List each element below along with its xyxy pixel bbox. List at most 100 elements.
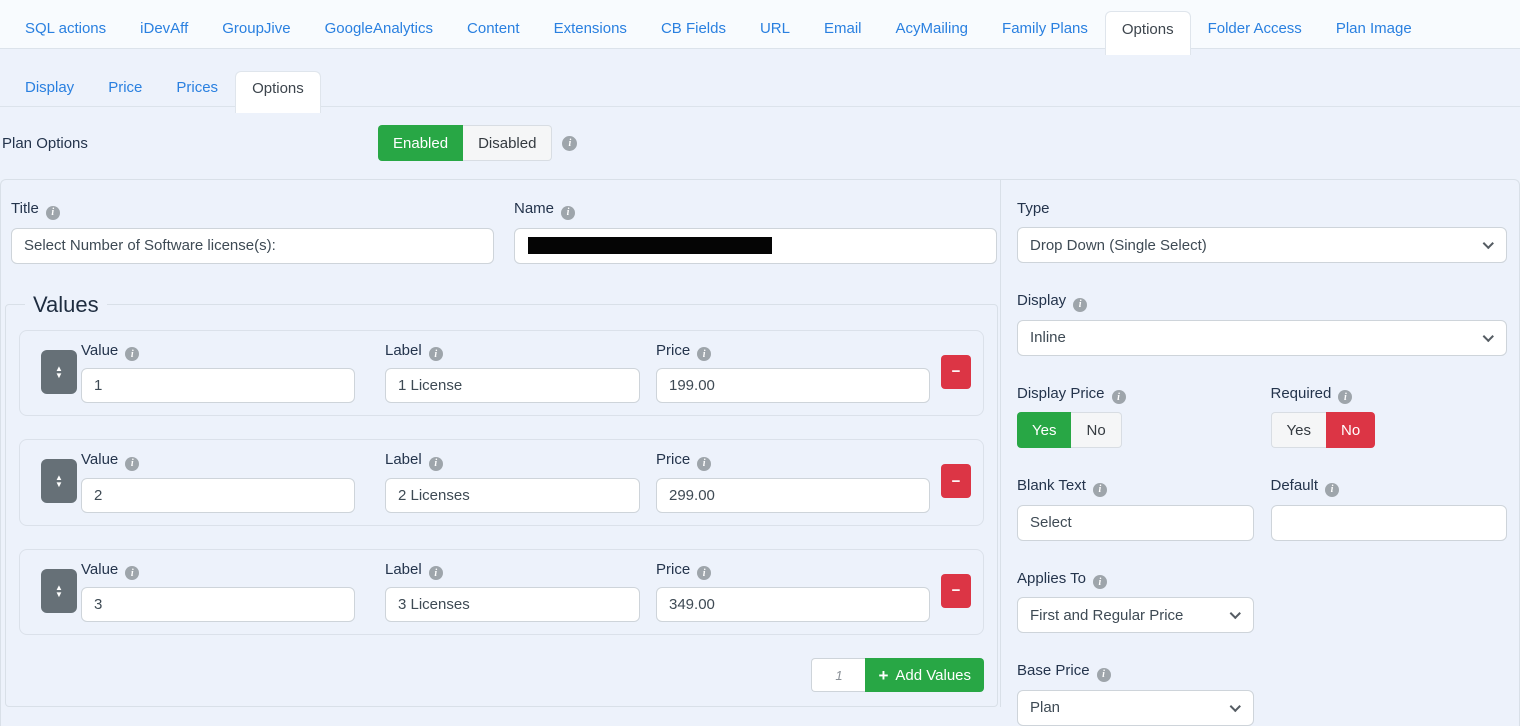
display-price-toggle: Yes No	[1017, 412, 1122, 448]
applies-to-select[interactable]: First and Regular Price	[1017, 597, 1254, 633]
disabled-button[interactable]: Disabled	[463, 125, 553, 161]
value-input[interactable]	[81, 368, 355, 403]
label-input[interactable]	[385, 477, 640, 513]
blank-text-label: Blank Text i	[1017, 476, 1254, 497]
tab-acymailing[interactable]: AcyMailing	[895, 20, 969, 37]
info-icon[interactable]: i	[1073, 297, 1088, 312]
base-price-select[interactable]: Plan	[1017, 689, 1254, 726]
tab-idevaff[interactable]: iDevAff	[140, 20, 189, 37]
tab-email[interactable]: Email	[823, 20, 862, 37]
display-select[interactable]: Inline	[1017, 319, 1507, 356]
value-input[interactable]	[81, 587, 355, 622]
type-field-group: Type Drop Down (Single Select)	[1017, 199, 1507, 263]
type-select[interactable]: Drop Down (Single Select)	[1017, 227, 1507, 263]
required-no-button[interactable]: No	[1325, 412, 1376, 448]
info-icon[interactable]: i	[1338, 390, 1353, 404]
subtab-display[interactable]: Display	[25, 79, 75, 96]
info-icon[interactable]: i	[428, 566, 443, 580]
label-label: Label i	[385, 560, 640, 580]
add-values-group: +Add Values	[19, 658, 984, 692]
info-icon[interactable]: i	[428, 347, 443, 361]
price-input[interactable]	[656, 477, 930, 513]
name-redaction	[528, 237, 772, 254]
tab-folder-access[interactable]: Folder Access	[1207, 20, 1302, 37]
sub-tab-bar: Display Price Prices Options	[0, 67, 1520, 113]
drag-handle[interactable]: ▲ ▼	[41, 349, 77, 394]
display-price-field-group: Display Price i Yes No	[1017, 384, 1254, 448]
applies-to-field-group: Applies To i First and Regular Price	[1017, 569, 1254, 633]
base-price-label: Base Price i	[1017, 661, 1254, 682]
sort-down-icon: ▼	[55, 480, 63, 490]
display-price-no-button[interactable]: No	[1071, 412, 1122, 448]
main-tab-bar: SQL actions iDevAff GroupJive GoogleAnal…	[0, 0, 1520, 55]
type-label: Type	[1017, 200, 1050, 217]
info-icon[interactable]: i	[125, 347, 140, 361]
price-field-group: Price i	[656, 560, 930, 622]
required-label: Required i	[1271, 384, 1508, 404]
info-icon[interactable]: i	[1111, 390, 1126, 404]
value-label: Value i	[81, 450, 355, 471]
label-input[interactable]	[385, 368, 640, 403]
drag-handle[interactable]: ▲ ▼	[41, 459, 77, 504]
remove-row-button[interactable]: −	[941, 464, 971, 499]
tab-groupjive[interactable]: GroupJive	[222, 20, 291, 37]
subtab-price[interactable]: Price	[108, 79, 143, 96]
add-count-input[interactable]	[811, 658, 866, 692]
subtab-options[interactable]: Options	[235, 71, 321, 113]
chevron-down-icon	[1229, 700, 1241, 712]
info-icon[interactable]: i	[45, 205, 60, 220]
required-yes-button[interactable]: Yes	[1270, 412, 1326, 448]
info-icon[interactable]: i	[1092, 575, 1107, 589]
sort-up-icon: ▲	[55, 363, 63, 373]
info-icon[interactable]: i	[697, 566, 712, 580]
sort-down-icon: ▼	[55, 370, 63, 380]
default-input[interactable]	[1270, 504, 1507, 541]
name-input[interactable]	[514, 227, 997, 264]
info-icon[interactable]: i	[125, 456, 140, 471]
tab-googleanalytics[interactable]: GoogleAnalytics	[324, 20, 434, 37]
label-field-group: Label i	[385, 450, 640, 513]
enabled-button[interactable]: Enabled	[378, 125, 464, 161]
tab-content[interactable]: Content	[467, 20, 520, 37]
tab-plan-image[interactable]: Plan Image	[1335, 20, 1412, 37]
tab-sql-actions[interactable]: SQL actions	[25, 20, 107, 37]
info-icon[interactable]: i	[697, 347, 712, 361]
chevron-down-icon	[1229, 607, 1241, 620]
label-input[interactable]	[385, 587, 640, 622]
info-icon[interactable]: i	[428, 456, 443, 471]
value-input[interactable]	[81, 477, 355, 513]
blank-text-input[interactable]	[1017, 504, 1254, 541]
info-icon[interactable]: i	[697, 456, 712, 471]
info-icon[interactable]: i	[561, 205, 576, 220]
subtab-prices[interactable]: Prices	[176, 79, 219, 96]
tab-cb-fields[interactable]: CB Fields	[660, 20, 726, 37]
base-price-field-group: Base Price i Plan	[1017, 661, 1254, 726]
plus-icon: +	[878, 665, 889, 685]
tab-url[interactable]: URL	[759, 20, 790, 37]
info-icon[interactable]: i	[125, 566, 140, 580]
title-label: Title i	[11, 199, 494, 220]
add-values-button[interactable]: + Add Values	[865, 658, 984, 692]
tab-options[interactable]: Options	[1104, 11, 1191, 55]
remove-row-button[interactable]: −	[941, 354, 971, 389]
tab-family-plans[interactable]: Family Plans	[1002, 20, 1088, 37]
blank-text-field-group: Blank Text i	[1017, 476, 1254, 541]
info-icon[interactable]: i	[1325, 482, 1340, 497]
display-price-yes-button[interactable]: Yes	[1017, 412, 1072, 448]
drag-handle[interactable]: ▲ ▼	[41, 568, 77, 613]
minus-icon: −	[951, 582, 961, 600]
remove-row-button[interactable]: −	[941, 573, 971, 608]
tab-extensions[interactable]: Extensions	[553, 20, 627, 37]
title-input[interactable]	[11, 227, 494, 264]
label-label: Label i	[385, 450, 640, 471]
info-icon[interactable]: i	[562, 135, 578, 151]
value-field-group: Value i	[81, 341, 355, 403]
label-label: Label i	[385, 341, 640, 361]
price-input[interactable]	[656, 587, 930, 622]
price-input[interactable]	[656, 368, 930, 403]
price-field-group: Price i	[656, 341, 930, 403]
info-icon[interactable]: i	[1096, 667, 1111, 682]
info-icon[interactable]: i	[1092, 482, 1107, 497]
